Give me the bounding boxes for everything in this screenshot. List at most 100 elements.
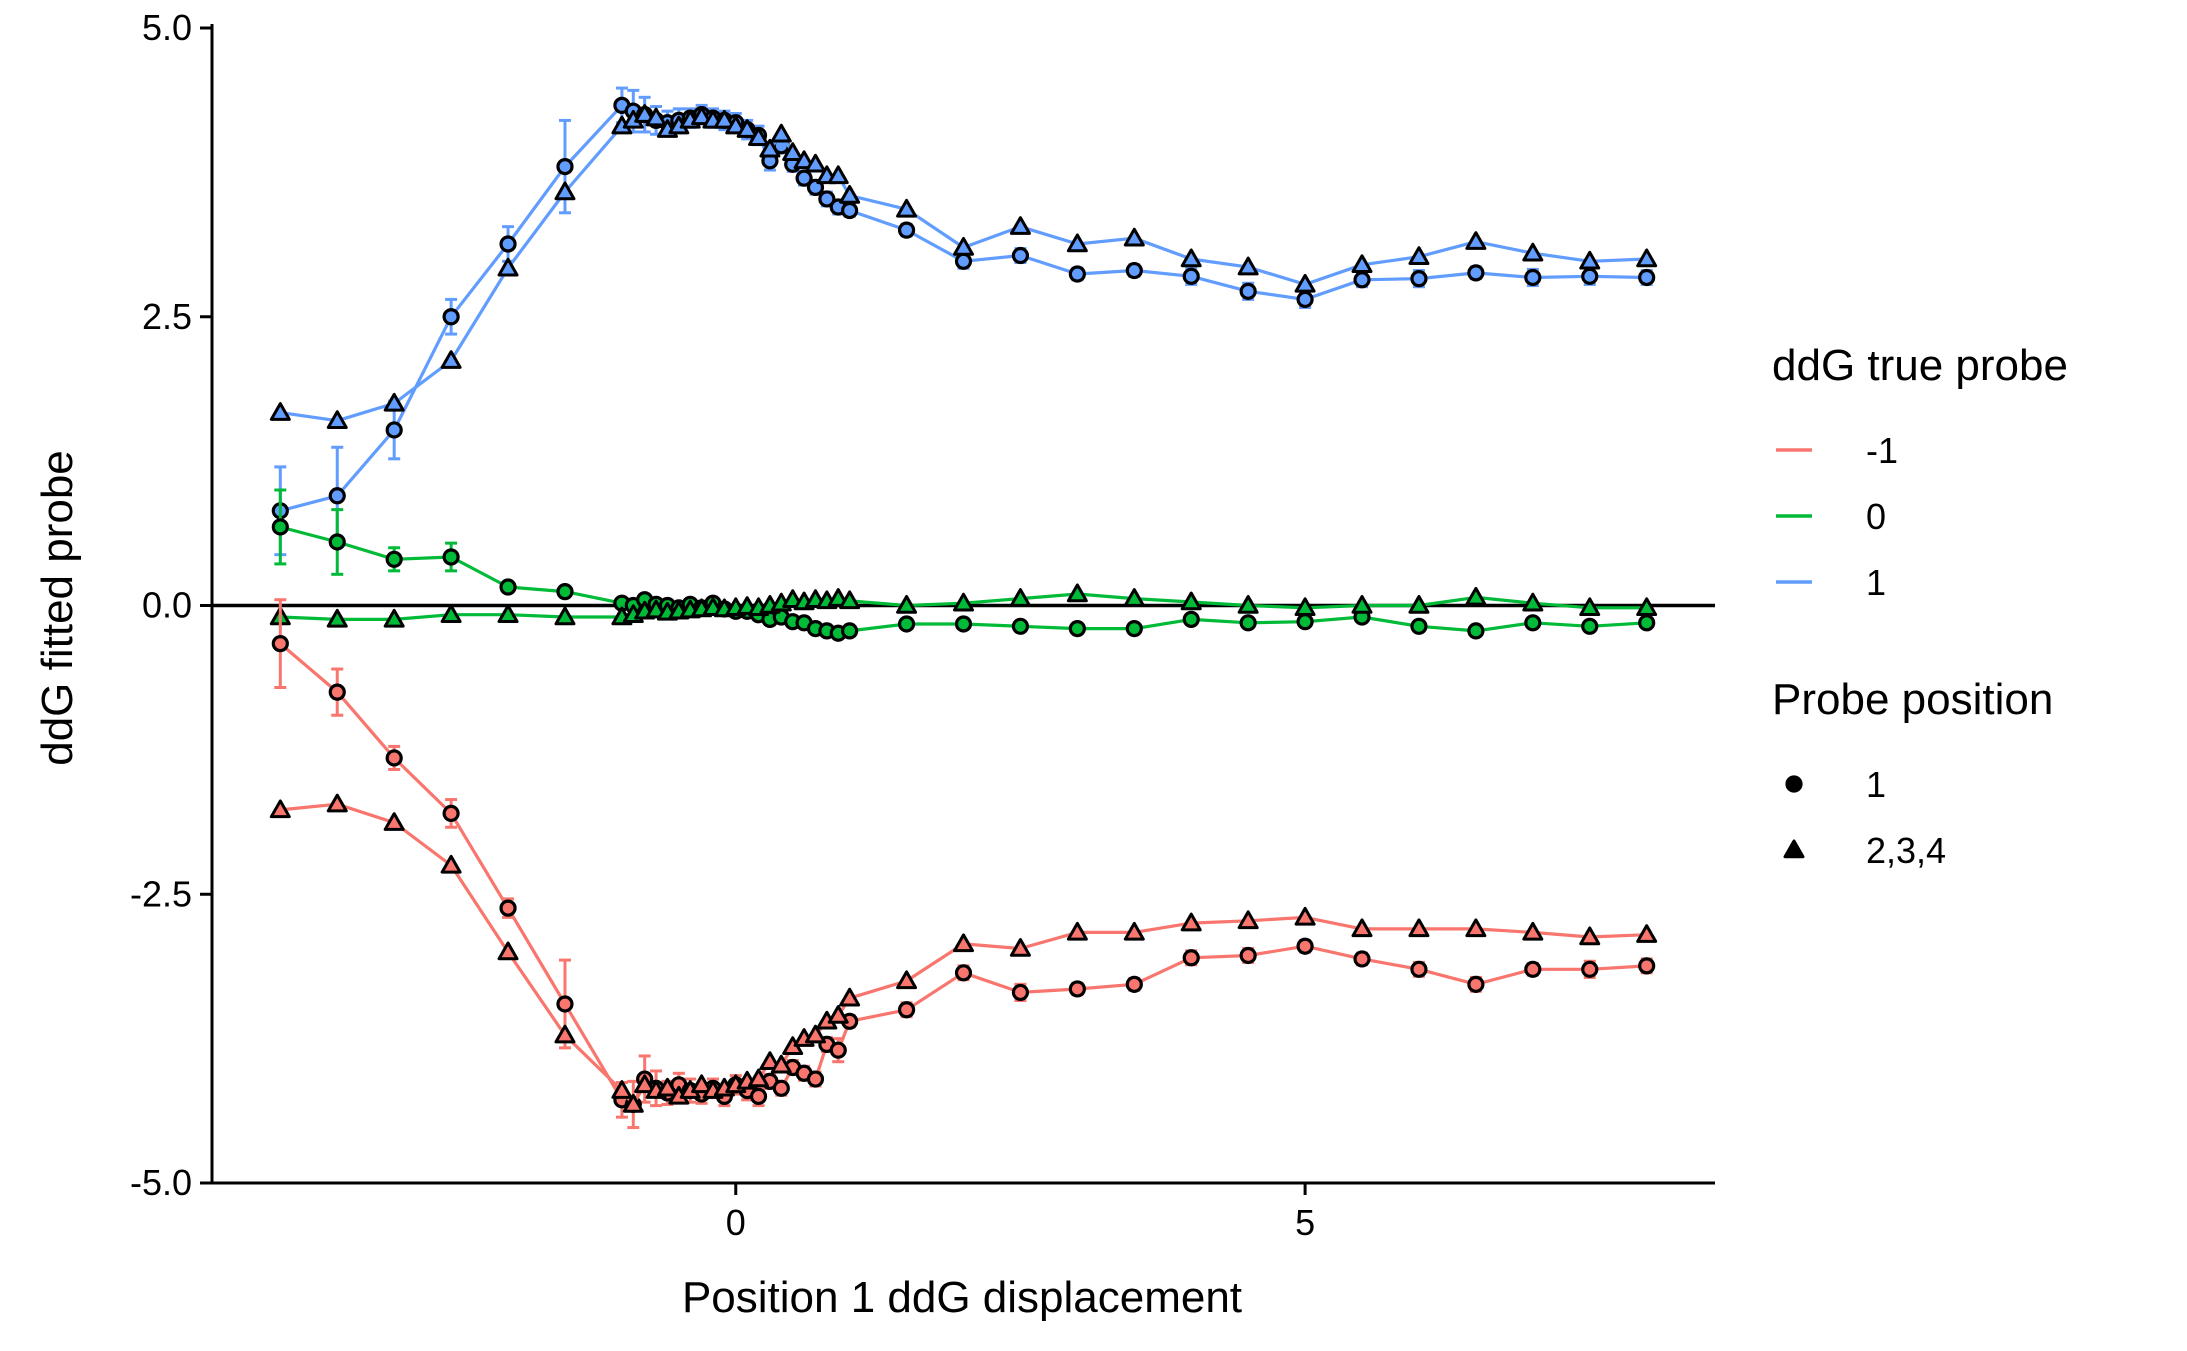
data-point — [1068, 265, 1086, 283]
data-point — [748, 127, 770, 146]
data-point — [645, 107, 667, 127]
legend-shape-key — [1785, 775, 1803, 793]
series-1-pos-2-3-4 — [269, 104, 1658, 429]
data-point — [1465, 918, 1487, 938]
data-point — [1068, 980, 1086, 998]
data-point — [326, 793, 348, 813]
data-point — [634, 1074, 656, 1094]
data-point — [1296, 613, 1314, 631]
legend-shape-title: Probe position — [1772, 675, 2053, 724]
data-point — [827, 1005, 849, 1024]
data-point — [497, 941, 519, 961]
data-point — [954, 252, 973, 270]
data-point — [1011, 617, 1030, 635]
data-point — [748, 1068, 770, 1088]
data-point — [1123, 921, 1145, 941]
data-point — [556, 995, 574, 1013]
data-point — [1180, 912, 1202, 932]
legend: ddG true probe -1 0 1 Probe position 1 2,3,… — [1772, 341, 2068, 871]
data-point — [1638, 957, 1656, 975]
legend-color-entries: -1 0 1 — [1776, 430, 1898, 603]
data-point — [497, 257, 519, 277]
legend-shape-entries: 1 2,3,4 — [1783, 764, 1946, 871]
data-point — [1125, 261, 1143, 280]
x-tick-label: 0 — [726, 1202, 746, 1243]
data-point — [442, 804, 460, 823]
data-point — [839, 590, 861, 610]
data-point — [385, 421, 403, 439]
data-point — [818, 190, 836, 208]
data-point — [1408, 918, 1430, 938]
data-point — [1408, 595, 1430, 614]
data-point — [827, 165, 849, 185]
data-point — [1636, 597, 1658, 617]
data-point — [442, 308, 460, 326]
data-point — [499, 235, 517, 253]
data-point — [1068, 619, 1086, 638]
data-point — [622, 1093, 644, 1113]
data-point — [829, 1041, 847, 1059]
data-point — [1638, 268, 1656, 287]
data-point — [736, 119, 758, 138]
data-point — [1239, 282, 1257, 300]
data-point — [713, 109, 735, 129]
data-point — [383, 812, 405, 831]
series-layer — [269, 86, 1658, 1130]
data-point — [1465, 586, 1487, 606]
data-point — [841, 201, 859, 220]
data-point — [440, 350, 462, 369]
data-point — [1180, 591, 1202, 611]
data-point — [634, 104, 656, 123]
y-axis-title: ddG fitted probe — [33, 450, 82, 766]
data-point — [1636, 924, 1658, 943]
data-point — [1009, 588, 1031, 607]
data-point — [770, 123, 792, 143]
data-point — [795, 169, 813, 187]
data-point — [725, 115, 747, 135]
series-0-pos-2-3-4 — [269, 583, 1658, 628]
legend-color-label: 1 — [1866, 562, 1886, 603]
data-point — [1636, 248, 1658, 268]
data-point — [1522, 242, 1544, 262]
data-point — [1180, 248, 1202, 268]
data-point — [1353, 271, 1371, 289]
legend-shape-label: 1 — [1866, 764, 1886, 805]
data-point — [385, 550, 403, 568]
data-point — [1182, 949, 1200, 967]
data-point — [1467, 622, 1485, 640]
y-tick-label: -5.0 — [130, 1162, 192, 1203]
y-tick-label: 5.0 — [142, 7, 192, 48]
data-point — [804, 1024, 826, 1044]
data-point — [497, 604, 519, 623]
data-point — [442, 548, 460, 566]
data-point — [556, 583, 574, 601]
data-point — [896, 198, 918, 218]
data-point — [1125, 975, 1143, 993]
data-point — [691, 1074, 713, 1094]
data-point — [782, 142, 804, 161]
data-point — [841, 622, 859, 640]
data-point — [1182, 267, 1200, 285]
legend-color-label: 0 — [1866, 496, 1886, 537]
data-point — [271, 635, 289, 653]
data-point — [897, 1001, 916, 1019]
data-point — [953, 933, 974, 953]
data-point — [611, 1080, 633, 1099]
series--1-pos-1 — [271, 598, 1656, 1130]
data-point — [1009, 216, 1031, 235]
data-point — [1410, 270, 1428, 288]
data-point — [554, 181, 576, 201]
data-point — [1011, 983, 1030, 1002]
data-point — [1524, 268, 1542, 287]
data-point — [839, 184, 861, 204]
data-point — [1066, 233, 1088, 253]
data-point — [326, 608, 348, 628]
data-point — [383, 608, 405, 628]
legend-color-label: -1 — [1866, 430, 1898, 471]
data-point — [271, 518, 289, 536]
data-point — [1294, 273, 1316, 293]
data-point — [1239, 614, 1257, 632]
data-point — [954, 964, 973, 982]
